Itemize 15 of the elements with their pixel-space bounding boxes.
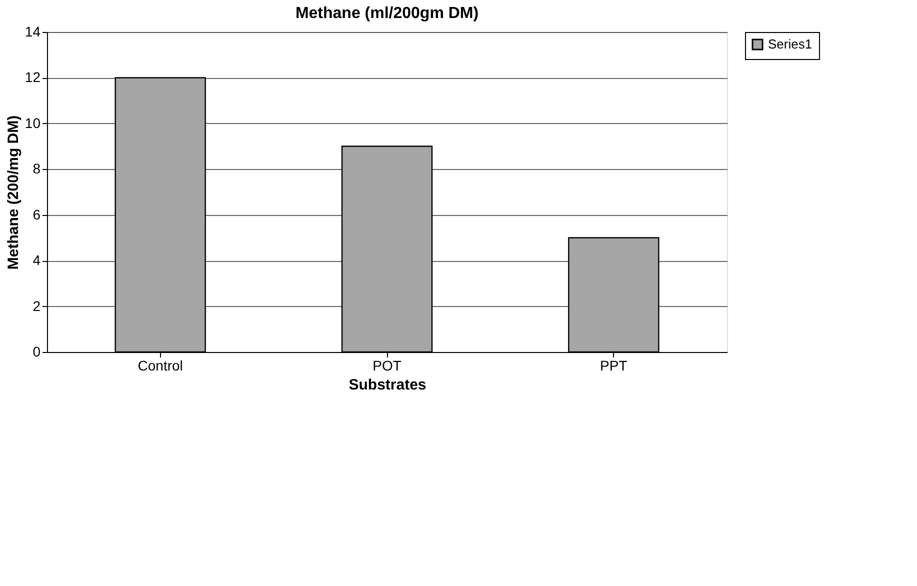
legend-label: Series1 — [768, 36, 812, 52]
y-tick-label: 0 — [32, 344, 41, 360]
chart-title: Methane (ml/200gm DM) — [295, 5, 479, 22]
y-tick-label: 6 — [32, 206, 41, 222]
x-axis-title: Substrates — [348, 376, 426, 394]
y-tick-label: 4 — [32, 252, 41, 268]
x-tick-label: Control — [138, 358, 183, 374]
y-tick-label: 8 — [32, 160, 41, 177]
y-tick-label: 12 — [24, 69, 41, 86]
y-tick-label: 2 — [32, 298, 41, 314]
y-axis-title: Methane (200/mg DM) — [4, 115, 22, 270]
x-tick-label: PPT — [600, 358, 628, 374]
y-tick-label: 10 — [24, 114, 41, 131]
x-tick-label: POT — [372, 358, 402, 374]
y-tick-label: 14 — [24, 24, 41, 40]
